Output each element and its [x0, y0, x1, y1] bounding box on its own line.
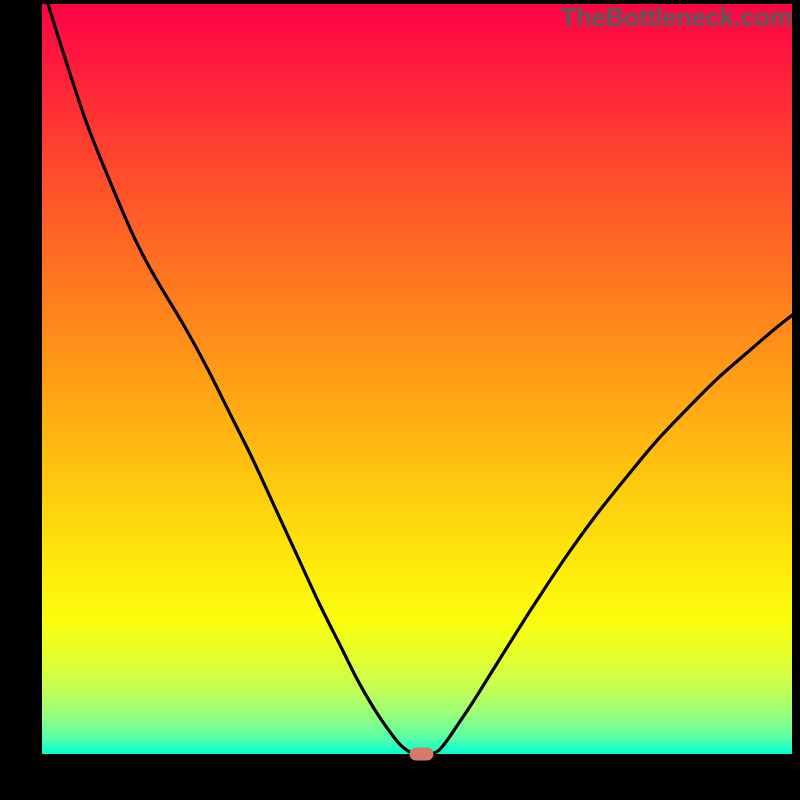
bottleneck-curve-chart [0, 0, 800, 800]
watermark-text: TheBottleneck.com [553, 0, 800, 35]
optimum-marker [410, 748, 434, 761]
plot-gradient-background [42, 4, 792, 754]
chart-container: TheBottleneck.com [0, 0, 800, 800]
